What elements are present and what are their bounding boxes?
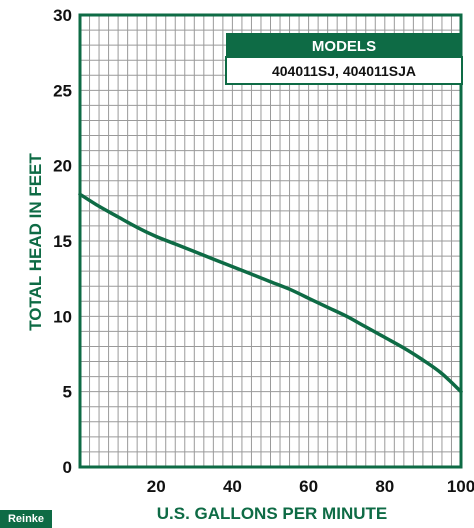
- y-tick-label: 10: [53, 307, 72, 326]
- y-tick-label: 25: [53, 81, 72, 100]
- y-tick-label: 0: [63, 458, 72, 477]
- y-tick-labels: 0 5 10 15 20 25 30: [53, 6, 72, 477]
- legend-title: MODELS: [312, 38, 376, 55]
- legend-entry: 404011SJ, 404011SJA: [272, 63, 416, 79]
- plot-border: [78, 13, 463, 469]
- y-tick-label: 30: [53, 6, 72, 25]
- x-tick-label: 60: [299, 477, 318, 496]
- series-line: [78, 192, 463, 394]
- y-tick-label: 20: [53, 157, 72, 176]
- legend-body-background: [225, 56, 463, 85]
- y-tick-label: 5: [63, 383, 72, 402]
- x-axis-label: U.S. GALLONS PER MINUTE: [157, 504, 387, 523]
- grid-lines: [80, 15, 461, 467]
- x-tick-label: 100: [447, 477, 474, 496]
- series-layer: [78, 192, 463, 394]
- y-axis-label: TOTAL HEAD IN FEET: [26, 153, 45, 331]
- legend: MODELS 404011SJ, 404011SJA: [225, 33, 463, 85]
- y-tick-label: 15: [53, 232, 72, 251]
- legend-header-background: [226, 33, 462, 57]
- plot-frame: [78, 13, 463, 469]
- x-tick-labels: 20 40 60 80 100: [147, 477, 474, 496]
- corner-badge: Reinke: [0, 510, 52, 528]
- x-tick-label: 40: [223, 477, 242, 496]
- x-tick-label: 80: [375, 477, 394, 496]
- x-tick-label: 20: [147, 477, 166, 496]
